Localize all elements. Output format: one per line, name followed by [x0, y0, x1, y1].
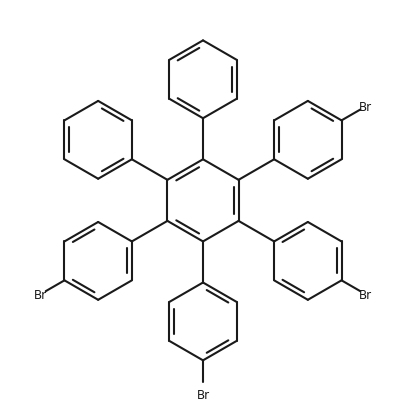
Text: Br: Br [358, 288, 371, 301]
Text: Br: Br [34, 288, 47, 301]
Text: Br: Br [358, 101, 371, 114]
Text: Br: Br [196, 388, 209, 401]
